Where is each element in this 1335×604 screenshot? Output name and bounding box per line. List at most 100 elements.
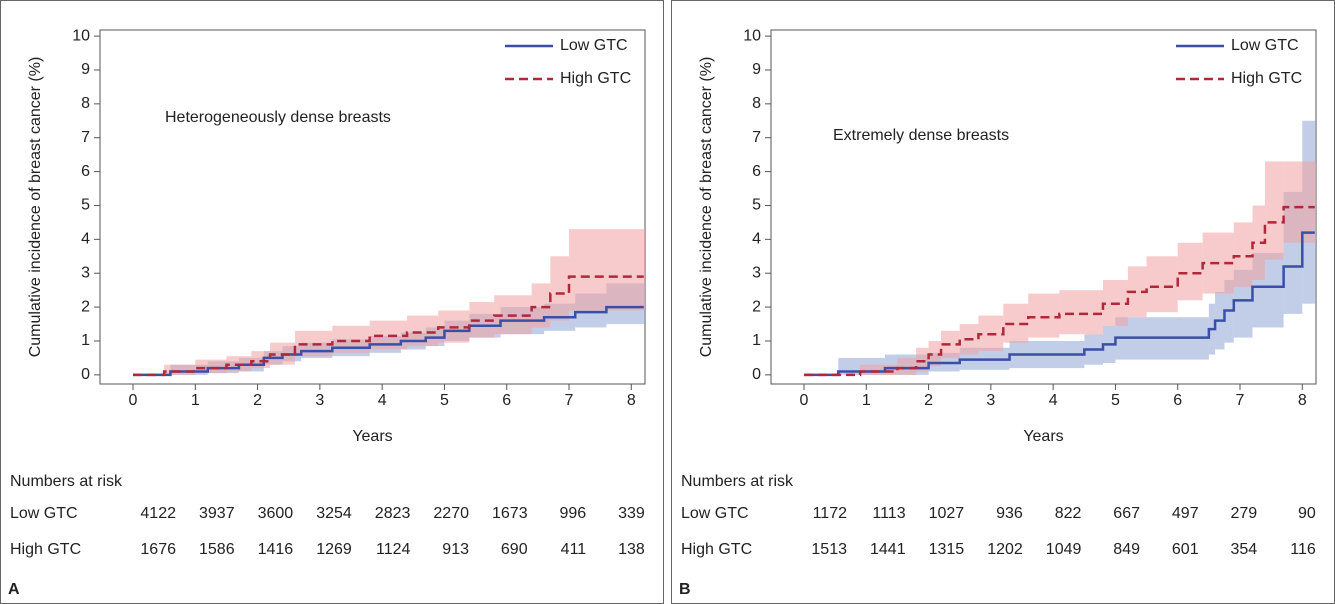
x-tick-label: 4 (378, 392, 387, 409)
panel: 0 1 2 3 4 5 6 7 8 9 10 0 1 2 3 4 5 6 7 8 Years Cumulative inc… (671, 0, 1335, 604)
y-axis-label: Cumulative incidence of breast cancer (%… (698, 57, 715, 358)
y-tick-label: 10 (743, 27, 761, 44)
confidence-band (860, 364, 898, 375)
y-tick-label: 6 (81, 163, 90, 180)
risk-value: 1513 (811, 541, 847, 558)
risk-value: 1676 (140, 541, 176, 558)
plot-area (133, 229, 645, 377)
y-tick-label: 1 (752, 332, 761, 349)
risk-value: 690 (501, 541, 528, 558)
legend-label: High GTC (1231, 70, 1302, 87)
x-tick-label: 0 (129, 392, 138, 409)
risk-value: 2823 (375, 505, 411, 522)
x-tick-label: 8 (627, 392, 636, 409)
y-tick-label: 2 (81, 298, 90, 315)
confidence-band (897, 357, 917, 375)
x-tick-label: 0 (800, 392, 809, 409)
risk-value: 497 (1172, 505, 1199, 522)
confidence-band (643, 229, 645, 311)
risk-value: 913 (442, 541, 469, 558)
risk-row-label: Low GTC (10, 505, 78, 522)
risk-value: 1113 (872, 505, 905, 522)
y-tick-label: 3 (752, 264, 761, 281)
risk-value: 601 (1172, 541, 1199, 558)
legend-label: Low GTC (1231, 37, 1299, 54)
risk-value: 1315 (929, 541, 965, 558)
annotation: Heterogeneously dense breasts (165, 109, 391, 126)
y-tick-label: 9 (81, 61, 90, 78)
confidence-band (1028, 293, 1060, 338)
risk-value: 138 (618, 541, 645, 558)
x-tick-label: 6 (1173, 392, 1182, 409)
risk-row-label: High GTC (10, 541, 81, 558)
risk-value: 1586 (199, 541, 235, 558)
y-tick-label: 4 (81, 231, 90, 248)
legend-label: High GTC (560, 70, 631, 87)
y-tick-label: 4 (752, 231, 761, 248)
risk-table-title: Numbers at risk (10, 473, 123, 490)
risk-value: 1416 (258, 541, 294, 558)
confidence-band (916, 347, 929, 372)
risk-value: 936 (996, 505, 1023, 522)
confidence-band (1264, 161, 1284, 260)
confidence-band (928, 340, 942, 367)
risk-value: 822 (1055, 505, 1082, 522)
risk-value: 3937 (199, 505, 235, 522)
risk-value: 4122 (140, 505, 176, 522)
y-tick-label: 7 (81, 129, 90, 146)
x-tick-label: 2 (924, 392, 933, 409)
panel: 0 1 2 3 4 5 6 7 8 9 10 0 1 2 3 4 5 6 7 8 Years Cumulative inc… (0, 0, 664, 604)
confidence-band (164, 364, 196, 375)
risk-value: 116 (1290, 541, 1316, 558)
confidence-band (550, 256, 570, 321)
x-tick-label: 3 (986, 392, 995, 409)
confidence-band (1283, 161, 1315, 243)
panel-label: A (8, 581, 20, 598)
step-line (133, 275, 644, 377)
confidence-band (1127, 266, 1147, 318)
step-line (804, 205, 1315, 377)
x-tick-label: 5 (440, 392, 449, 409)
step-line (133, 305, 644, 377)
x-tick-label: 8 (1298, 392, 1307, 409)
risk-table-title: Numbers at risk (681, 473, 794, 490)
risk-value: 354 (1230, 541, 1257, 558)
x-tick-label: 7 (565, 392, 574, 409)
confidence-band (1233, 222, 1253, 287)
y-tick-label: 1 (81, 332, 90, 349)
x-tick-label: 2 (253, 392, 262, 409)
risk-value: 3600 (258, 505, 294, 522)
confidence-band (1146, 256, 1178, 313)
confidence-band (1252, 205, 1265, 281)
y-tick-label: 8 (81, 95, 90, 112)
plot-frame (99, 29, 646, 385)
risk-value: 1269 (316, 541, 352, 558)
risk-value: 279 (1230, 505, 1257, 522)
x-tick-label: 1 (862, 392, 871, 409)
y-tick-label: 3 (81, 264, 90, 281)
y-tick-label: 2 (752, 298, 761, 315)
x-tick-label: 3 (315, 392, 324, 409)
x-axis-label: Years (1023, 428, 1063, 445)
y-axis-label: Cumulative incidence of breast cancer (%… (27, 57, 44, 358)
risk-value: 1049 (1046, 541, 1082, 558)
risk-row-label: High GTC (681, 541, 752, 558)
y-tick-label: 0 (752, 366, 761, 383)
risk-value: 339 (618, 505, 645, 522)
y-tick-label: 9 (752, 61, 761, 78)
x-tick-label: 4 (1049, 392, 1058, 409)
confidence-band (1314, 161, 1316, 243)
x-tick-label: 7 (1236, 392, 1245, 409)
y-tick-label: 5 (81, 197, 90, 214)
confidence-band (1177, 242, 1203, 301)
risk-value: 1172 (813, 505, 848, 522)
y-tick-label: 10 (72, 27, 90, 44)
confidence-band (1059, 290, 1103, 335)
risk-value: 996 (559, 505, 586, 522)
confidence-band (195, 359, 227, 374)
confidence-band (569, 229, 644, 311)
y-tick-label: 7 (752, 129, 761, 146)
risk-value: 90 (1298, 505, 1316, 522)
risk-row-label: Low GTC (681, 505, 749, 522)
annotation: Extremely dense breasts (833, 127, 1009, 144)
